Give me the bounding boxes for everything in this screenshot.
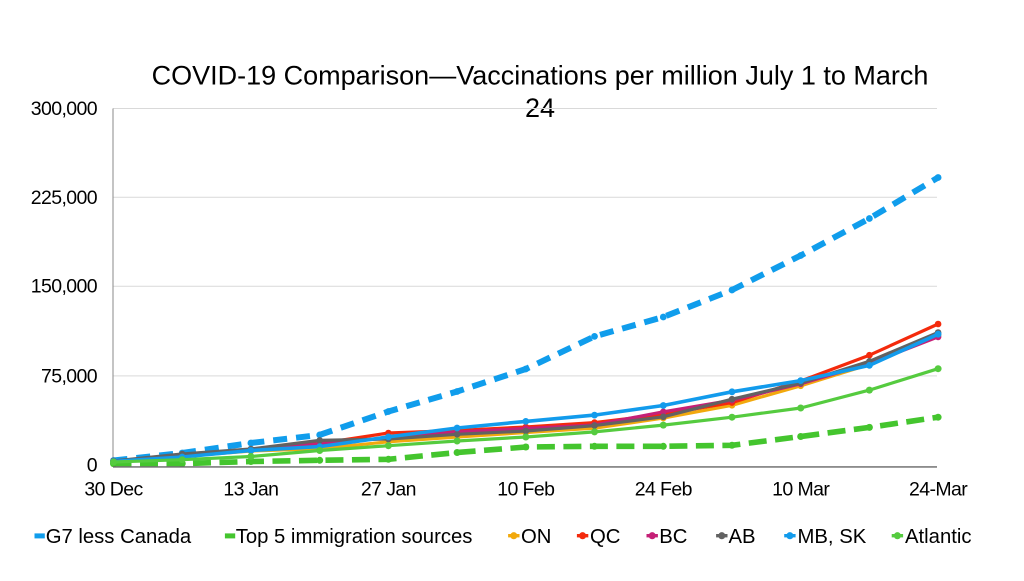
svg-text:MB, SK: MB, SK [798, 526, 867, 548]
svg-text:10 Feb: 10 Feb [497, 478, 555, 500]
svg-text:75,000: 75,000 [41, 365, 98, 387]
svg-text:30 Dec: 30 Dec [84, 478, 143, 500]
svg-text:QC: QC [590, 526, 620, 548]
svg-text:13 Jan: 13 Jan [223, 478, 278, 500]
svg-text:BC: BC [659, 526, 687, 548]
svg-text:ON: ON [521, 526, 551, 548]
svg-text:Top 5 immigration sources: Top 5 immigration sources [236, 526, 473, 548]
svg-text:24 Feb: 24 Feb [635, 478, 693, 500]
svg-text:300,000: 300,000 [31, 98, 98, 120]
svg-text:27 Jan: 27 Jan [361, 478, 416, 500]
svg-text:COVID-19 Comparison—Vaccinatio: COVID-19 Comparison—Vaccinations per mil… [152, 60, 929, 90]
svg-text:24-Mar: 24-Mar [909, 478, 968, 500]
svg-text:Atlantic: Atlantic [905, 526, 972, 548]
svg-text:0: 0 [87, 455, 98, 477]
svg-text:AB: AB [729, 526, 756, 548]
svg-text:225,000: 225,000 [31, 187, 98, 209]
svg-text:150,000: 150,000 [31, 276, 98, 298]
svg-text:G7 less Canada: G7 less Canada [46, 526, 192, 548]
svg-text:10 Mar: 10 Mar [772, 478, 830, 500]
